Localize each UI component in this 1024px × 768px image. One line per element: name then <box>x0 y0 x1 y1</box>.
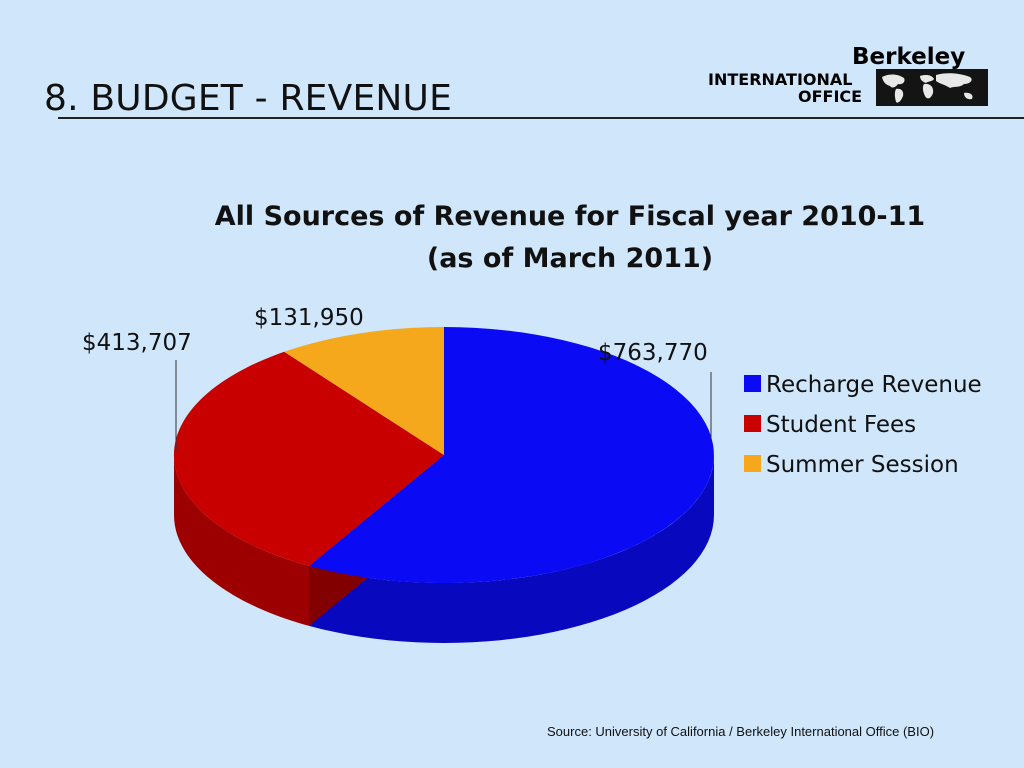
data-label-summer-session: $131,950 <box>254 305 364 331</box>
pie-side-recharge-revenue <box>309 455 714 643</box>
slide-title: 8. BUDGET - REVENUE <box>44 78 453 119</box>
legend-swatch-recharge-revenue <box>744 375 761 392</box>
world-map-icon <box>876 69 988 106</box>
pie-side-student-fees <box>174 455 310 626</box>
pie-slice-student-fees <box>173 351 444 566</box>
legend-swatch-student-fees <box>744 415 761 432</box>
logo-line-office: OFFICE <box>798 87 863 106</box>
legend-label-recharge-revenue: Recharge Revenue <box>766 372 982 398</box>
chart-title: All Sources of Revenue for Fiscal year 2… <box>214 201 926 232</box>
title-underline <box>58 117 1024 119</box>
pie-slice-summer-session <box>284 327 444 455</box>
pie-slice-recharge-revenue <box>309 327 714 583</box>
source-note: Source: University of California / Berke… <box>547 724 935 739</box>
data-label-recharge-revenue: $763,770 <box>598 340 708 366</box>
legend-label-summer-session: Summer Session <box>766 452 959 478</box>
logo-line-international: INTERNATIONAL <box>708 70 853 89</box>
pie-data-labels: $763,770 $413,707 $131,950 <box>82 305 712 452</box>
chart-subtitle: (as of March 2011) <box>426 243 714 274</box>
legend-swatch-summer-session <box>744 455 761 472</box>
legend-label-student-fees: Student Fees <box>766 412 916 438</box>
chart-legend: Recharge Revenue Student Fees Summer Sessi… <box>744 372 982 478</box>
pie-top <box>173 327 714 583</box>
data-label-student-fees: $413,707 <box>82 330 192 356</box>
chart-title-block: All Sources of Revenue for Fiscal year 2… <box>120 196 1020 280</box>
logo-brand-text: Berkeley <box>852 44 966 70</box>
